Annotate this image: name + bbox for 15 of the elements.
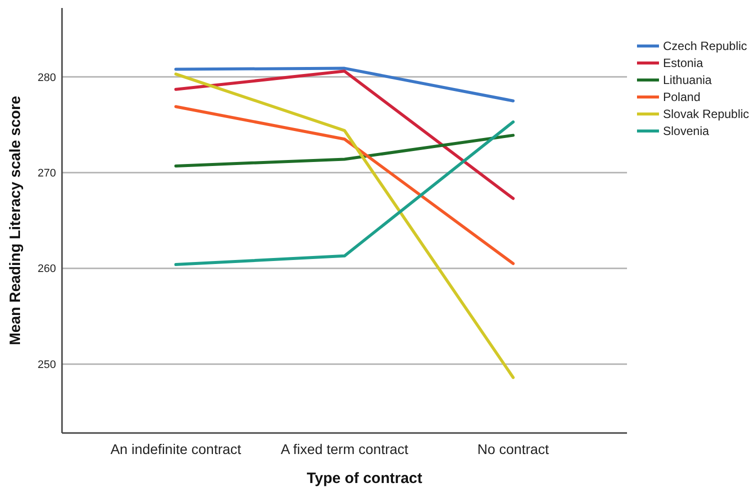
y-axis-title: Mean Reading Literacy scale score <box>7 96 24 346</box>
x-tick-label: An indefinite contract <box>110 441 242 457</box>
legend-label: Slovenia <box>663 124 710 138</box>
y-tick-label: 280 <box>38 72 56 84</box>
y-tick-label: 260 <box>38 263 56 276</box>
x-tick-label: A fixed term contract <box>280 441 408 457</box>
legend-label: Poland <box>663 90 700 104</box>
legend-label: Estonia <box>663 56 704 70</box>
x-axis-title: Type of contract <box>306 470 422 487</box>
legend-label: Lithuania <box>663 73 712 88</box>
y-tick-label: 270 <box>38 167 56 180</box>
legend-label: Slovak Republic <box>663 107 749 122</box>
y-tick-label: 250 <box>38 358 56 371</box>
x-tick-label: No contract <box>477 441 550 457</box>
legend-label: Czech Republic <box>663 39 748 54</box>
